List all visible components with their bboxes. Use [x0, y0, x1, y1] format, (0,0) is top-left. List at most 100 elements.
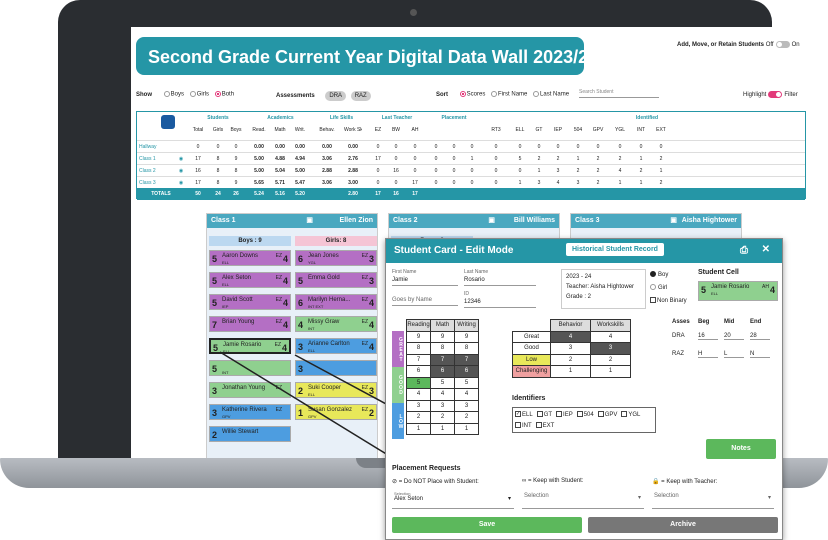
checkbox[interactable]: ✓ [515, 411, 521, 418]
last-name-field[interactable]: Rosario [464, 277, 536, 286]
checkbox[interactable] [556, 411, 563, 418]
identifier-checkbox[interactable]: YGL [621, 410, 640, 421]
identifier-checkbox[interactable]: INT [515, 421, 532, 432]
student-cell[interactable]: 6 Marilyn Herna... INT EXT EZ 4 [295, 294, 377, 310]
do-not-place-select[interactable]: Selection Alex Seton ▾ [392, 489, 514, 509]
life-score-cell[interactable]: 4 [590, 330, 631, 343]
academic-score-cell[interactable]: 4 [430, 388, 455, 401]
radio-scores[interactable] [459, 91, 466, 97]
radio-both[interactable] [214, 91, 221, 97]
academic-score-cell[interactable]: 1 [454, 422, 479, 435]
life-score-cell[interactable]: 4 [550, 330, 591, 343]
identifier-checkbox[interactable]: EXT [535, 421, 554, 432]
academic-score-cell[interactable]: 5 [430, 376, 455, 389]
goes-by-field[interactable]: Goes by Name [392, 297, 458, 306]
academic-score-cell[interactable]: 6 [454, 365, 479, 378]
archive-button[interactable]: Archive [588, 517, 778, 533]
academic-score-cell[interactable]: 6 [430, 365, 455, 378]
id-field[interactable]: 12346 [464, 299, 536, 308]
radio-last-name[interactable] [533, 91, 540, 97]
academic-score-cell[interactable]: 6 [406, 365, 431, 378]
historical-record-button[interactable]: Historical Student Record [566, 243, 664, 256]
highlight-filter-toggle[interactable]: Highlight Filter [743, 91, 798, 99]
radio-boys[interactable] [163, 91, 170, 97]
assess-value[interactable]: 20 [724, 333, 744, 340]
assess-value[interactable]: H [698, 351, 718, 358]
academic-score-cell[interactable]: 4 [406, 388, 431, 401]
academic-score-cell[interactable]: 2 [454, 411, 479, 424]
academic-score-cell[interactable]: 4 [454, 388, 479, 401]
life-score-cell[interactable]: 1 [590, 365, 631, 378]
radio-girl[interactable] [650, 284, 656, 291]
radio-boy[interactable] [650, 271, 656, 278]
academic-score-cell[interactable]: 8 [406, 342, 431, 355]
assess-value[interactable]: 28 [750, 333, 770, 340]
student-cell[interactable]: 5 Alex Seton ELL EZ 4 [209, 272, 291, 288]
academic-score-cell[interactable]: 8 [430, 342, 455, 355]
checkbox[interactable] [621, 411, 628, 418]
academic-score-cell[interactable]: 7 [430, 353, 455, 366]
checkbox[interactable] [536, 411, 543, 418]
student-cell[interactable]: 6 Jean Jones YGL EZ 3 [295, 250, 377, 266]
raz-pill[interactable]: RAZ [350, 91, 371, 101]
academic-score-cell[interactable]: 7 [454, 353, 479, 366]
life-score-cell[interactable]: 1 [550, 365, 591, 378]
checkbox[interactable] [515, 422, 521, 429]
checkbox[interactable] [597, 411, 604, 418]
summary-row-name[interactable]: Class 3 [139, 180, 156, 186]
academic-score-cell[interactable]: 1 [406, 422, 431, 435]
dra-pill[interactable]: DRA [325, 91, 347, 101]
keep-with-teacher-select[interactable]: Selection ▾ [652, 491, 774, 509]
eye-icon[interactable]: ◉ [178, 156, 184, 162]
student-cell[interactable]: 5 Aaron Downs ELL EZ 4 [209, 250, 291, 266]
student-cell[interactable]: 3 Katherine Rivera GPV EZ [209, 404, 291, 420]
assess-value[interactable]: L [724, 351, 744, 358]
academic-score-cell[interactable]: 3 [430, 399, 455, 412]
student-cell[interactable]: 5 INT [209, 360, 291, 376]
save-button[interactable]: Save [392, 517, 582, 533]
life-score-cell[interactable]: 2 [590, 353, 631, 366]
close-icon[interactable]: ✕ [761, 244, 770, 255]
student-cell-selected[interactable]: 5 Jamie Rosario ELL EZ 4 [209, 338, 291, 354]
student-cell[interactable]: 3 Arianne Carlton ELL EZ 4 [295, 338, 377, 354]
academic-score-cell[interactable]: 2 [406, 411, 431, 424]
life-score-cell[interactable]: 2 [550, 353, 591, 366]
toggle-switch[interactable] [775, 41, 790, 48]
academic-score-cell[interactable]: 2 [430, 411, 455, 424]
academic-score-cell[interactable]: 5 [406, 376, 431, 389]
search-input[interactable]: Search Student [579, 89, 659, 98]
academic-score-cell[interactable]: 3 [454, 399, 479, 412]
eye-icon[interactable]: ◉ [178, 168, 184, 174]
checkbox-non-binary[interactable] [650, 297, 656, 304]
assess-value[interactable]: 16 [698, 333, 718, 340]
identifier-checkbox[interactable]: GPV [597, 410, 617, 421]
add-move-retain-toggle[interactable]: Add, Move, or Retain Students Off On [677, 41, 800, 49]
summary-row-name[interactable]: Hallway [139, 144, 157, 150]
class-card-icon[interactable]: ▣ [670, 217, 677, 224]
notes-button[interactable]: Notes [706, 439, 776, 459]
class-card-icon[interactable]: ▣ [488, 217, 495, 224]
eye-icon[interactable]: ◉ [178, 180, 184, 186]
life-score-cell[interactable]: 3 [550, 342, 591, 355]
academic-score-cell[interactable]: 9 [430, 330, 455, 343]
identifier-checkbox[interactable]: GT [536, 410, 552, 421]
academic-score-cell[interactable]: 8 [454, 342, 479, 355]
checkbox[interactable] [535, 422, 542, 429]
academic-score-cell[interactable]: 1 [430, 422, 455, 435]
student-cell[interactable]: 5 Emma Gold EZ 3 [295, 272, 377, 288]
student-cell[interactable]: 1 Susan Gonzalez GPV EZ 2 [295, 404, 377, 420]
academic-score-cell[interactable]: 5 [454, 376, 479, 389]
academic-score-cell[interactable]: 7 [406, 353, 431, 366]
first-name-field[interactable]: Jamie [392, 277, 458, 286]
academic-score-cell[interactable]: 3 [406, 399, 431, 412]
student-cell[interactable]: 7 Brian Young EZ 4 [209, 316, 291, 332]
identifier-checkbox[interactable]: ✓ ELL [515, 410, 533, 421]
academic-score-cell[interactable]: 9 [454, 330, 479, 343]
identifier-checkbox[interactable]: IEP [556, 410, 573, 421]
life-score-cell[interactable]: 3 [590, 342, 631, 355]
assess-value[interactable]: N [750, 351, 770, 358]
checkbox[interactable] [576, 411, 583, 418]
keep-with-student-select[interactable]: Selection ▾ [522, 491, 644, 509]
class-card-icon[interactable]: ▣ [306, 217, 313, 224]
